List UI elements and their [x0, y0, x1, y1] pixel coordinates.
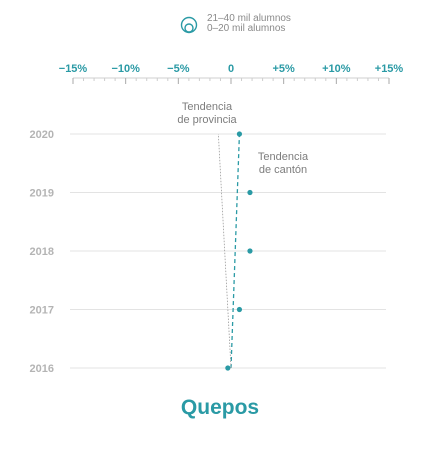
- province-trend-annotation: Tendencia de provincia: [177, 101, 237, 126]
- x-tick-label: +15%: [375, 63, 404, 75]
- year-label: 2018: [30, 246, 54, 258]
- x-tick-label: −15%: [59, 63, 88, 75]
- x-tick-label: +10%: [322, 63, 351, 75]
- x-axis: −15% −10% −5% 0 +5% +10% +15%: [59, 63, 404, 84]
- legend-label-21-40: 21–40 mil alumnos: [207, 13, 291, 24]
- province-trend-line: [217, 133, 232, 369]
- data-point-2020: [236, 131, 243, 137]
- data-point-2018: [247, 248, 253, 254]
- data-point-2016: [225, 365, 231, 371]
- year-gridlines: 2020 2019 2018 2017 2016: [30, 129, 386, 375]
- x-tick-label: −10%: [111, 63, 140, 75]
- data-point-2017: [236, 306, 243, 313]
- data-point-2019: [247, 189, 253, 196]
- x-tick-label: +5%: [273, 63, 296, 75]
- legend-labels: 21–40 mil alumnos 0–20 mil alumnos: [207, 14, 291, 34]
- nested-circles-icon: [180, 16, 198, 34]
- x-tick-label: 0: [228, 63, 234, 75]
- chart-title: Quepos: [180, 396, 260, 419]
- trend-lines: [217, 133, 241, 369]
- legend-label-0-20: 0–20 mil alumnos: [207, 23, 286, 34]
- year-label: 2019: [30, 188, 54, 200]
- year-label: 2017: [30, 305, 54, 317]
- year-label: 2020: [30, 129, 54, 141]
- x-tick-label: −5%: [167, 63, 190, 75]
- canton-trend-annotation: Tendencia de cantón: [257, 151, 309, 176]
- data-points: [225, 131, 253, 371]
- legend: 21–40 mil alumnos 0–20 mil alumnos: [180, 14, 380, 38]
- year-label: 2016: [30, 363, 54, 375]
